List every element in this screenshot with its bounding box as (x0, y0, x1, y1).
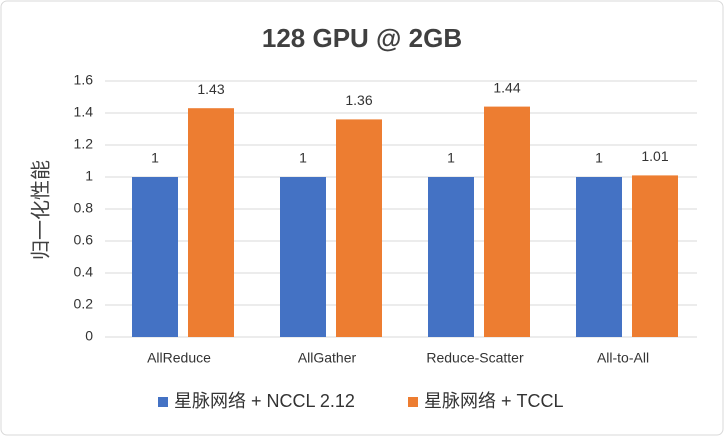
bar (280, 177, 326, 337)
y-tick-label: 1.2 (74, 136, 94, 152)
bar (484, 106, 530, 337)
y-tick-label: 1 (85, 168, 93, 184)
x-tick-label: AllReduce (147, 350, 211, 366)
data-label: 1.01 (641, 148, 668, 164)
y-tick-label: 1.4 (74, 104, 94, 120)
x-tick-label: AllGather (298, 350, 357, 366)
y-axis-label: 归一化性能 (29, 160, 52, 260)
bar (576, 177, 622, 337)
y-tick-label: 0.4 (74, 264, 94, 280)
y-tick-label: 0.6 (74, 232, 94, 248)
x-tick-label: All-to-All (597, 350, 649, 366)
data-label: 1.36 (345, 92, 372, 108)
data-label: 1 (299, 150, 307, 166)
legend-label: 星脉网络 + TCCL (424, 391, 564, 411)
data-label: 1.43 (197, 81, 224, 97)
bar (132, 177, 178, 337)
chart-title: 128 GPU @ 2GB (262, 23, 462, 53)
bar (428, 177, 474, 337)
bar (632, 175, 678, 337)
y-tick-label: 0 (85, 328, 93, 344)
bar (188, 108, 234, 337)
legend-label: 星脉网络 + NCCL 2.12 (174, 391, 355, 411)
y-tick-label: 0.8 (74, 200, 94, 216)
y-tick-label: 1.6 (74, 72, 94, 88)
legend-swatch (408, 397, 418, 407)
data-label: 1.44 (493, 79, 520, 95)
data-label: 1 (447, 150, 455, 166)
y-tick-label: 0.2 (74, 296, 94, 312)
data-label: 1 (151, 150, 159, 166)
x-tick-label: Reduce-Scatter (426, 350, 524, 366)
data-label: 1 (595, 150, 603, 166)
bar (336, 119, 382, 338)
legend-swatch (158, 397, 168, 407)
